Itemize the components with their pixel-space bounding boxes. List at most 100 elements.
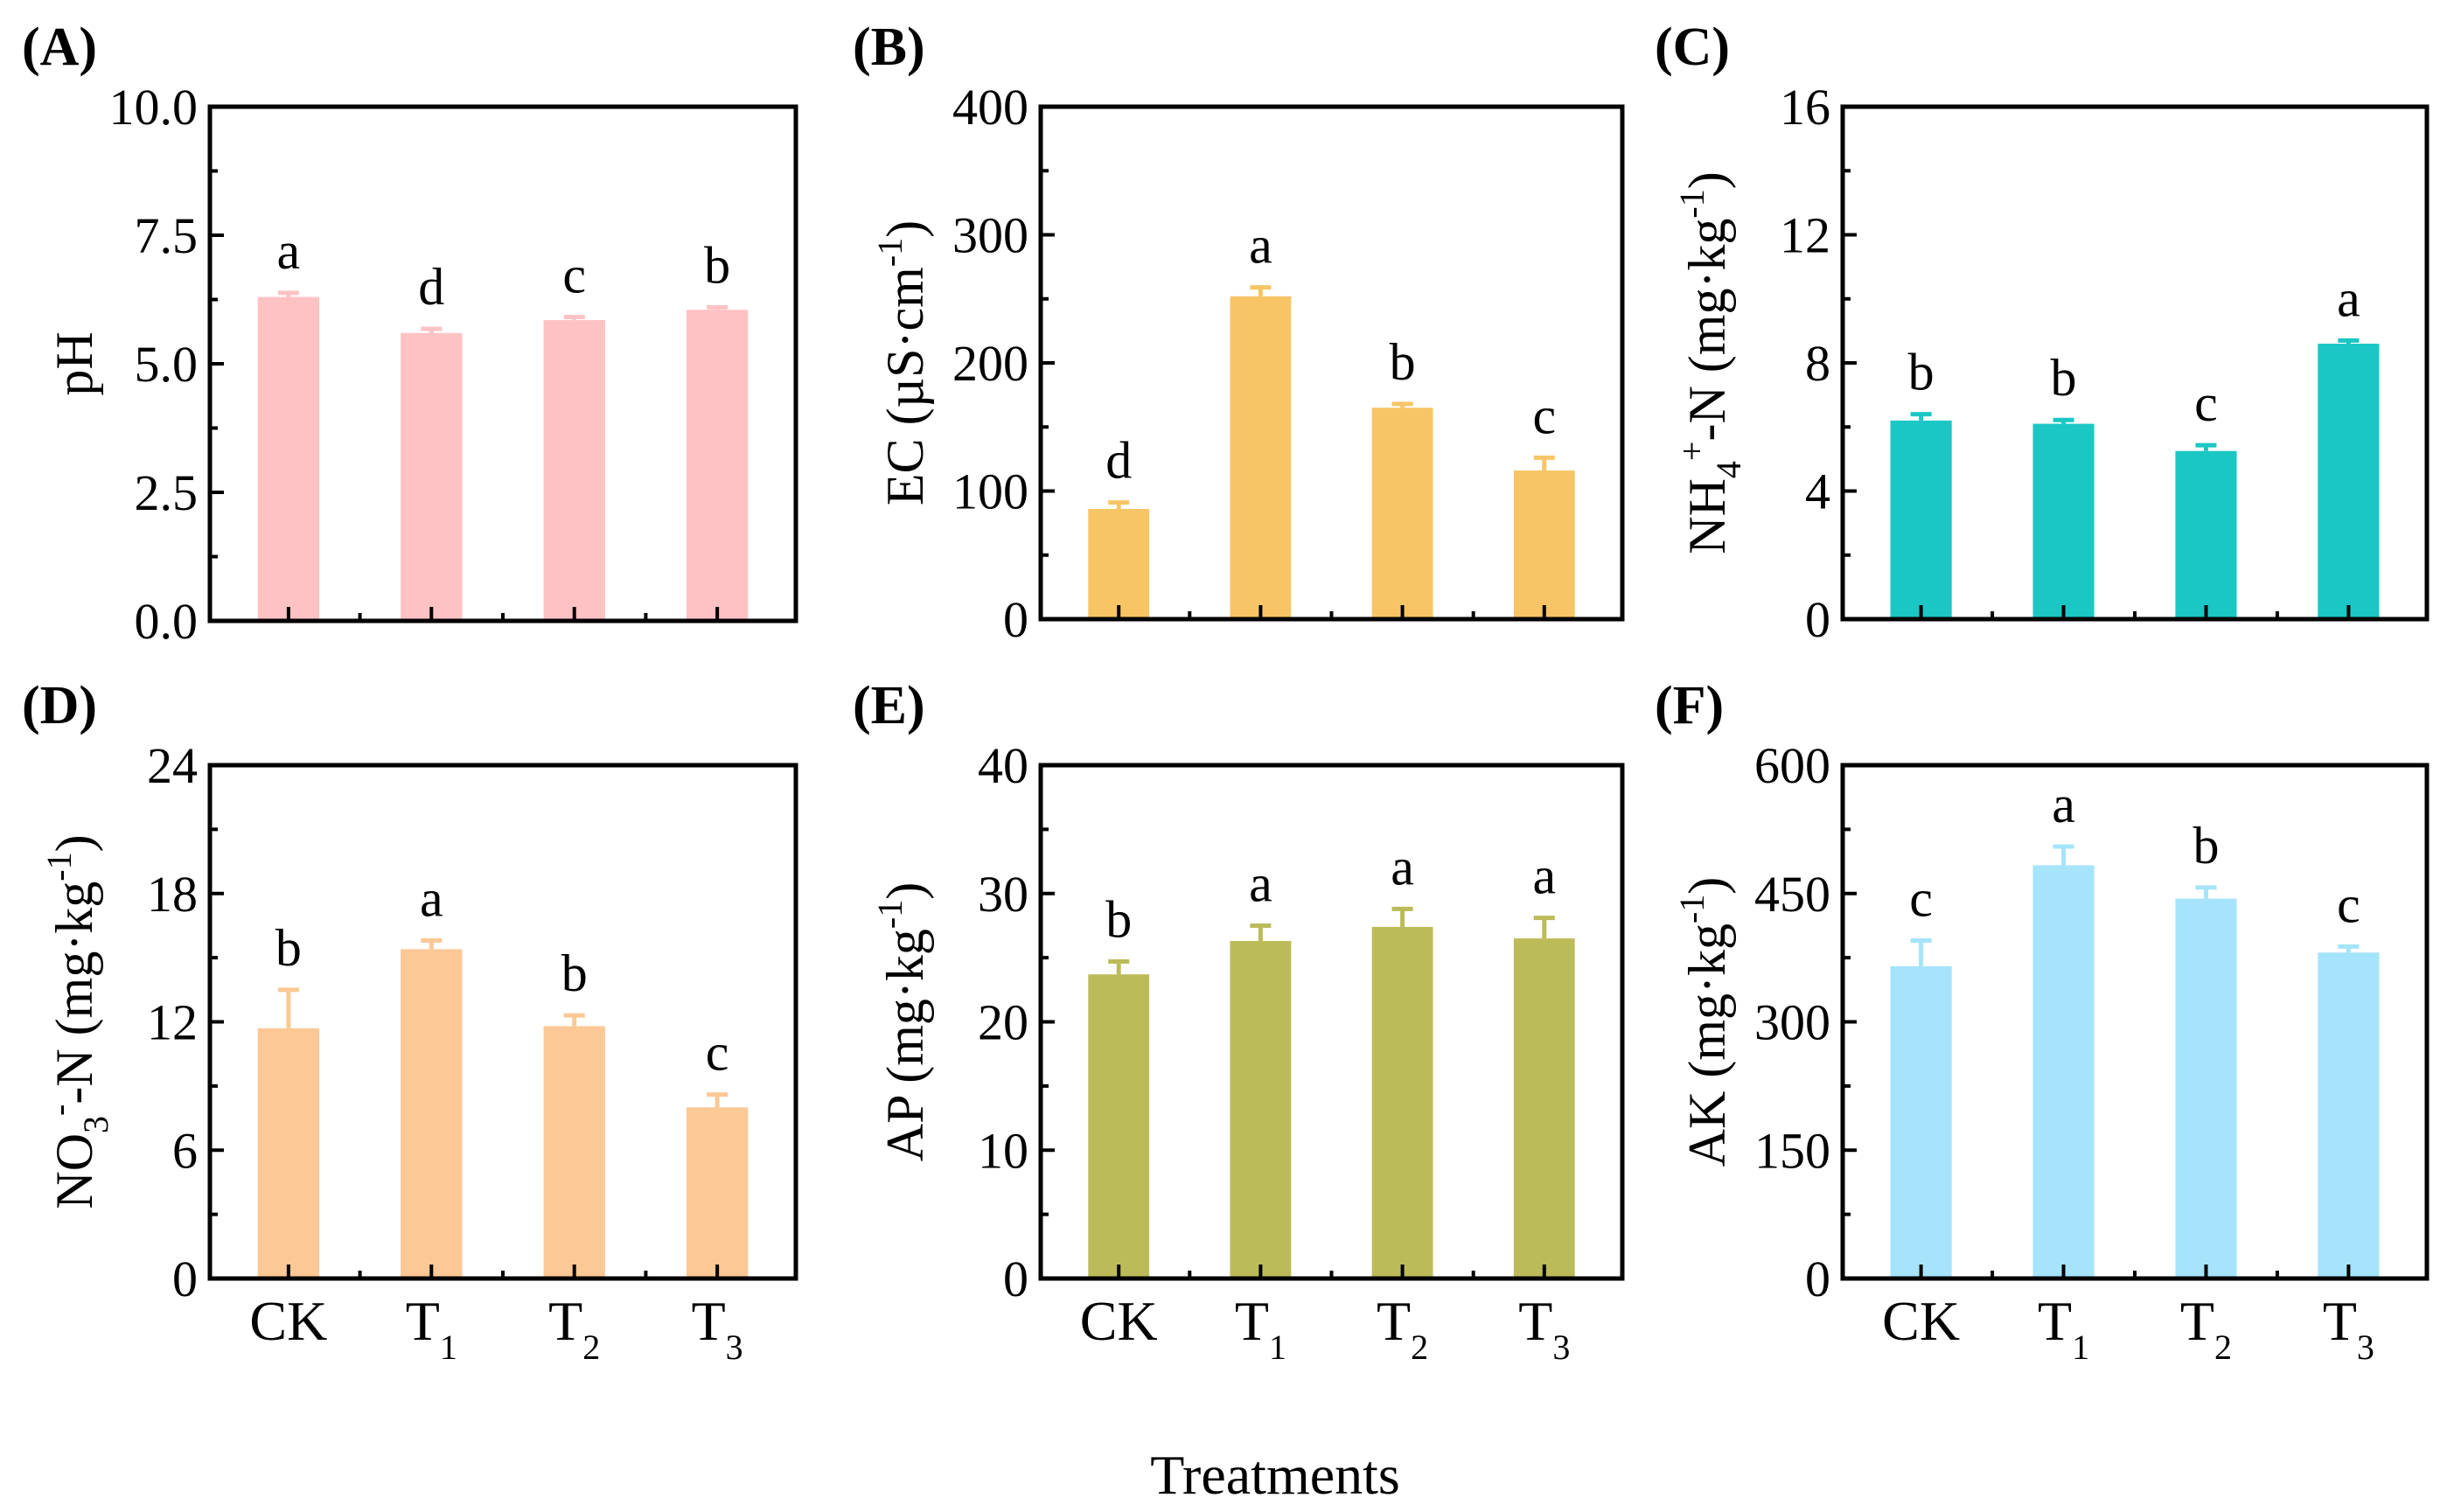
panel-b-ytick-label: 0 [1003, 591, 1028, 648]
panel-c-letter-3: c [2194, 374, 2218, 432]
panel-b-bar-3 [1371, 408, 1433, 619]
panel-e-bar-2 [1230, 941, 1292, 1279]
panel-d-bar-1 [257, 1028, 320, 1279]
panel-f-category-label: T3 [2323, 1290, 2374, 1367]
panel-d-ytick-label: 18 [147, 866, 198, 923]
panel-d-ytick-label: 6 [172, 1122, 198, 1179]
panel-a-bar-1 [257, 296, 320, 621]
panel-b: d a b c 0 100 200 300 400 (B) EC (µS·cm-1) [853, 17, 1625, 648]
panel-c-ytick-label: 16 [1780, 79, 1830, 136]
panel-a-letter-2: d [418, 258, 444, 316]
panel-a-ylabel: pH [45, 331, 103, 395]
panel-b-letter-1: d [1105, 432, 1132, 490]
panel-e-letter-3: a [1391, 838, 1414, 895]
panel-a-bar-4 [686, 310, 749, 621]
panel-c-letter-4: a [2337, 269, 2360, 327]
panel-b-letter-3: b [1390, 333, 1416, 391]
panel-e-label: (E) [853, 676, 925, 735]
panel-f-ytick-label: 150 [1754, 1122, 1830, 1179]
panel-b-bar-2 [1230, 296, 1292, 619]
panel-d-category-label: T3 [692, 1290, 743, 1367]
panel-a-bar-2 [401, 332, 463, 621]
panel-a-ytick-label: 0.0 [135, 593, 199, 650]
panel-a-bar-3 [543, 320, 605, 621]
panel-f-ytick-label: 450 [1754, 866, 1830, 923]
panel-f-bar-3 [2175, 898, 2237, 1279]
panel-f-category-label: T2 [2180, 1290, 2232, 1367]
x-axis-title: Treatments [1150, 1444, 1400, 1506]
panel-f-ytick-label: 300 [1754, 994, 1830, 1051]
panel-d-ytick-label: 12 [147, 994, 198, 1051]
panel-f-letter-1: c [1909, 870, 1933, 928]
panel-d-letter-2: a [420, 870, 443, 928]
panel-a-ytick-label: 5.0 [135, 336, 199, 393]
panel-e-bar-4 [1513, 938, 1575, 1279]
panel-b-bar-4 [1513, 470, 1575, 619]
panel-e-letter-1: b [1105, 891, 1132, 949]
panel-d-letter-1: b [275, 919, 302, 977]
panel-e-bar-1 [1088, 974, 1150, 1279]
panel-d-letter-3: b [561, 944, 588, 1002]
panel-d-label: (D) [22, 676, 97, 735]
panel-c-ytick-label: 8 [1805, 335, 1830, 392]
panel-c-ytick-label: 4 [1805, 463, 1830, 520]
panel-e-bar-3 [1371, 926, 1433, 1279]
panel-b-label: (B) [853, 17, 925, 77]
panel-a: a d c b 0.0 2.5 5.0 7.5 10.0(A) pH [22, 17, 798, 650]
panel-f-category-label: T1 [2038, 1290, 2089, 1367]
panel-d-letter-4: c [706, 1024, 729, 1082]
panel-e-letter-4: a [1532, 847, 1556, 905]
panel-a-letter-1: a [277, 222, 301, 280]
panel-f-ylabel: AK (mg·kg-1) [1672, 877, 1736, 1167]
panel-c-ylabel: NH4+-N (mg·kg-1) [1672, 171, 1748, 554]
panel-b-ylabel: EC (µS·cm-1) [870, 220, 934, 505]
panel-e-letter-2: a [1249, 854, 1272, 912]
panel-f: c a b c 0 150 300 450 600 CK T1 T2 T3 (F) AK (mg·kg-1) [1655, 676, 2430, 1367]
panel-d-bar-4 [686, 1107, 749, 1279]
panel-e: b a a a 0 10 20 30 40 CK T1 T2 T3 (E) AP (mg·kg-1) [853, 676, 1625, 1367]
panel-f-bar-4 [2318, 952, 2380, 1279]
panel-d-category-label: T2 [548, 1290, 600, 1367]
panel-a-letter-4: b [704, 236, 730, 294]
panel-f-letter-4: c [2337, 875, 2360, 933]
panel-f-label: (F) [1655, 676, 1724, 735]
panel-d-ytick-label: 24 [147, 737, 198, 794]
panel-c-bar-4 [2318, 344, 2380, 619]
panel-e-category-label: T3 [1518, 1290, 1570, 1367]
panel-e-ytick-label: 30 [978, 866, 1028, 923]
panel-d-bar-3 [543, 1026, 605, 1279]
panel-c: b b c a 0 4 8 12 16 (C) NH4+-N (mg·kg-1) [1655, 17, 2430, 648]
panel-f-letter-2: a [2052, 776, 2075, 833]
panel-d: b a b c 0 6 12 18 24 CK T1 T2 T3 (D) NO3--N (mg·kg-1) [22, 676, 798, 1367]
panel-f-ytick-label: 600 [1754, 737, 1830, 794]
panel-c-letter-1: b [1908, 344, 1935, 401]
panel-e-category-label: T2 [1377, 1290, 1428, 1367]
panel-c-ytick-label: 12 [1780, 207, 1830, 264]
panel-e-ylabel: AP (mg·kg-1) [870, 882, 934, 1161]
panel-e-category-label: CK [1080, 1290, 1158, 1352]
panel-a-ytick-label: 7.5 [135, 207, 199, 264]
panel-b-letter-2: a [1249, 217, 1272, 275]
panel-e-ytick-label: 20 [978, 994, 1028, 1051]
panel-c-letter-2: b [2051, 349, 2077, 407]
panel-d-ylabel: NO3--N (mg·kg-1) [39, 834, 115, 1209]
panel-e-ytick-label: 40 [978, 737, 1028, 794]
panel-f-bar-1 [1890, 965, 1952, 1279]
panel-a-label: (A) [22, 17, 97, 77]
panel-d-ytick-label: 0 [172, 1251, 198, 1307]
panel-f-category-label: CK [1882, 1290, 1960, 1352]
panel-f-bar-2 [2032, 865, 2095, 1279]
panel-b-letter-4: c [1532, 387, 1556, 444]
panel-b-ytick-label: 100 [952, 463, 1028, 520]
panel-a-ytick-label: 10.0 [109, 79, 199, 136]
panel-a-ytick-label: 2.5 [135, 464, 199, 521]
panel-f-ytick-label: 0 [1805, 1251, 1830, 1307]
panel-e-category-label: T1 [1235, 1290, 1286, 1367]
panel-b-ytick-label: 300 [952, 207, 1028, 264]
panel-a-letter-3: c [562, 246, 586, 303]
panel-c-label: (C) [1655, 17, 1730, 77]
panel-e-ytick-label: 10 [978, 1122, 1028, 1179]
panel-d-category-label: CK [249, 1290, 327, 1352]
panel-e-ytick-label: 0 [1003, 1251, 1028, 1307]
